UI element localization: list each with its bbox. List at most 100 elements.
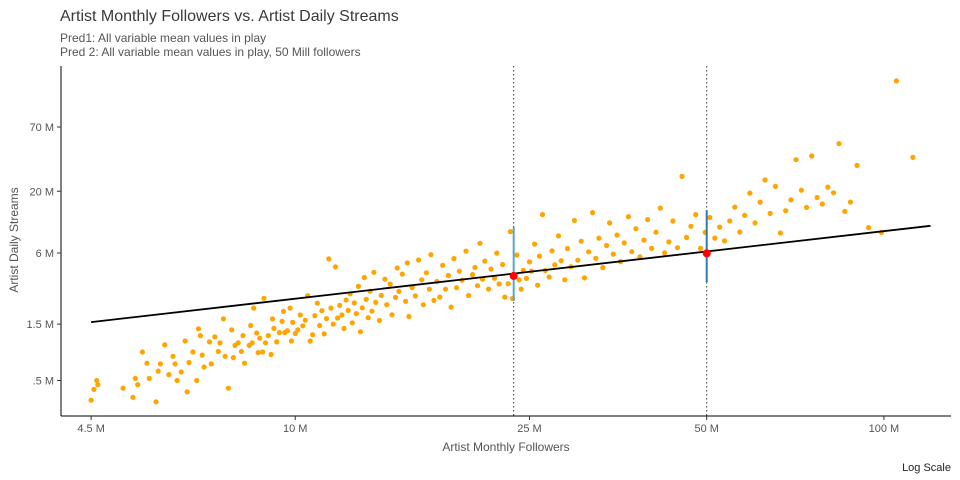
data-point [153, 399, 159, 405]
data-point [222, 353, 228, 359]
data-point [477, 240, 483, 246]
data-point [186, 359, 192, 366]
data-point [555, 233, 562, 239]
data-point [578, 238, 584, 244]
data-point [607, 220, 613, 226]
data-point [448, 304, 454, 310]
data-point [819, 201, 826, 207]
data-point [516, 277, 522, 283]
data-point [251, 305, 257, 311]
data-point [590, 210, 596, 216]
data-point [562, 277, 568, 283]
data-point [641, 237, 647, 243]
data-point [670, 218, 676, 224]
data-point [314, 300, 320, 306]
data-point [514, 252, 520, 258]
data-point [420, 302, 426, 308]
data-point [428, 252, 434, 258]
data-point [747, 190, 753, 196]
data-point [317, 322, 323, 329]
data-point [507, 229, 513, 235]
data-point [88, 397, 94, 403]
data-point [767, 210, 773, 216]
data-point [727, 218, 733, 224]
data-point [341, 325, 347, 331]
data-point [387, 281, 393, 287]
data-point [798, 187, 805, 193]
data-point [288, 338, 294, 344]
data-point [910, 154, 916, 160]
chart-subtitle-line-1: Pred1: All variable mean values in play [60, 31, 266, 45]
data-point [451, 256, 457, 262]
data-point [297, 312, 303, 318]
data-point [197, 333, 203, 339]
data-point [135, 382, 141, 388]
data-point [494, 250, 500, 256]
data-point [836, 141, 842, 147]
data-point [312, 313, 318, 319]
data-point [657, 205, 663, 211]
data-point [343, 297, 349, 303]
data-point [300, 323, 306, 329]
data-point [693, 212, 699, 218]
chart-title: Artist Monthly Followers vs. Artist Dail… [60, 8, 399, 25]
data-point [139, 349, 145, 355]
data-point [392, 294, 399, 300]
data-point [248, 322, 254, 329]
data-point [174, 377, 180, 384]
data-point [261, 295, 267, 301]
data-point [466, 292, 472, 299]
data-point [378, 292, 384, 299]
data-point [225, 385, 231, 391]
data-point [384, 302, 390, 308]
data-point [357, 329, 363, 335]
data-point [302, 317, 308, 323]
data-point [399, 271, 405, 277]
data-point [255, 350, 261, 356]
data-point [502, 294, 508, 300]
data-point [518, 286, 524, 292]
data-point [772, 183, 779, 189]
data-point [596, 235, 602, 241]
data-point [184, 389, 190, 395]
data-point [371, 269, 377, 275]
data-point [649, 245, 655, 251]
data-point [310, 332, 316, 338]
data-point [456, 268, 462, 274]
data-point [600, 265, 606, 271]
data-point [194, 377, 200, 384]
data-point [783, 208, 789, 214]
data-point [396, 288, 402, 294]
data-point [683, 234, 690, 241]
data-point [549, 248, 555, 254]
data-point [575, 257, 581, 263]
data-point [240, 333, 246, 339]
data-point [321, 331, 327, 337]
data-point [614, 232, 620, 238]
data-point [893, 78, 900, 84]
data-point [238, 348, 244, 355]
data-point [440, 262, 446, 268]
data-point [208, 361, 214, 367]
data-point [365, 315, 371, 321]
x-axis-label: Artist Monthly Followers [442, 440, 569, 454]
y-tick-label: 20 M [30, 186, 54, 198]
data-point [505, 281, 511, 287]
data-point [268, 351, 274, 358]
data-point [486, 286, 492, 292]
data-point [359, 305, 365, 311]
data-point [307, 338, 313, 344]
data-point [220, 316, 226, 322]
data-point [777, 230, 784, 236]
data-point [335, 315, 341, 321]
data-point [793, 157, 799, 163]
chart-subtitle-line-2: Pred 2: All variable mean values in play… [60, 45, 361, 59]
data-point [170, 353, 176, 359]
data-point [536, 253, 543, 259]
y-tick-label: 1.5 M [26, 319, 54, 331]
data-point [279, 318, 285, 324]
data-point [91, 386, 97, 392]
data-point [363, 296, 369, 302]
data-point [212, 334, 218, 340]
data-point [295, 327, 301, 333]
